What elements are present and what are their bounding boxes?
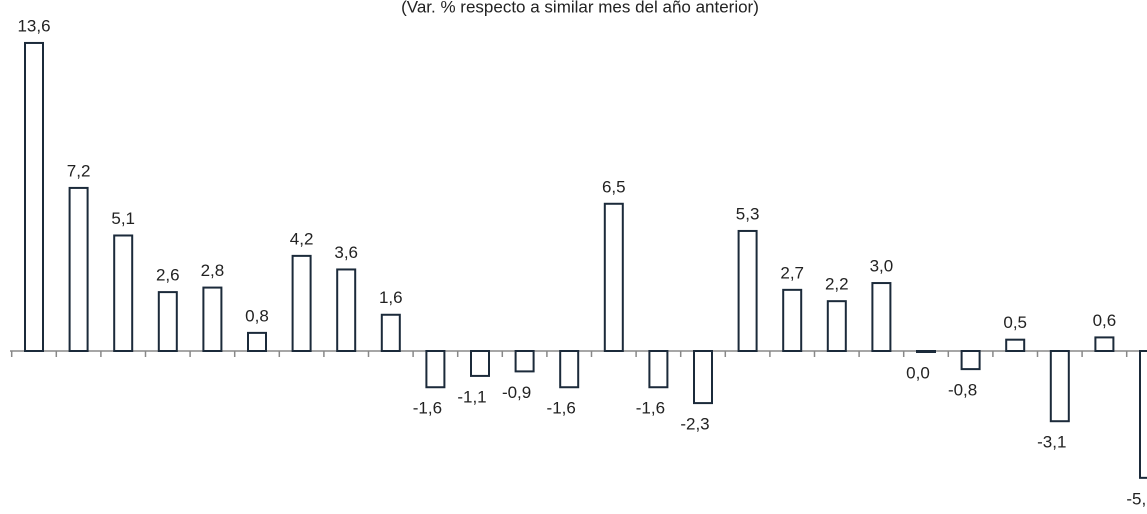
data-label: 2,8 [201, 261, 225, 280]
data-label: 0,8 [245, 306, 269, 325]
bar [202, 286, 223, 352]
bar [247, 331, 267, 353]
data-label: 4,2 [290, 229, 314, 248]
data-label: 5,1 [111, 209, 135, 228]
data-label: -1,6 [413, 399, 442, 418]
bar [826, 300, 847, 353]
bar [1005, 338, 1026, 352]
bar [603, 202, 624, 352]
bar [737, 229, 758, 352]
bar [113, 234, 134, 352]
bar [291, 254, 312, 352]
bar [960, 350, 981, 371]
data-label: 2,2 [825, 275, 849, 294]
data-label: -1,1 [457, 387, 486, 406]
data-label: -5,6 [1126, 489, 1147, 508]
bar [559, 350, 580, 389]
data-label: 1,6 [379, 288, 403, 307]
bar [380, 313, 401, 353]
data-label: -2,3 [680, 415, 709, 434]
bar [425, 350, 446, 389]
data-label: 0,6 [1093, 311, 1117, 330]
data-label: -1,6 [547, 399, 576, 418]
bar [648, 350, 669, 389]
data-label: 0,0 [906, 363, 930, 382]
data-label: 0,5 [1003, 313, 1027, 332]
data-label: 2,6 [156, 266, 180, 285]
data-label: 7,2 [67, 161, 91, 180]
bar [336, 268, 357, 352]
bar [157, 291, 178, 352]
bar [24, 41, 44, 353]
data-label: 13,6 [17, 16, 50, 35]
bar [1094, 336, 1115, 353]
bar [470, 350, 490, 377]
data-label: 2,7 [780, 263, 804, 282]
bar [1049, 350, 1070, 423]
bar [782, 288, 803, 352]
data-label: -1,6 [636, 399, 665, 418]
data-label: 3,0 [870, 257, 894, 276]
bar [916, 350, 936, 353]
bar [871, 282, 892, 352]
bar [514, 350, 535, 373]
data-label: -3,1 [1037, 433, 1066, 452]
data-label: 5,3 [736, 204, 760, 223]
data-label: -0,8 [948, 381, 977, 400]
data-label: 3,6 [334, 243, 358, 262]
bar [1139, 350, 1147, 479]
bar [693, 350, 713, 405]
bar [68, 186, 89, 352]
chart-subtitle: (Var. % respecto a similar mes del año a… [401, 0, 759, 16]
data-label: -0,9 [502, 383, 531, 402]
data-label: 6,5 [602, 177, 626, 196]
